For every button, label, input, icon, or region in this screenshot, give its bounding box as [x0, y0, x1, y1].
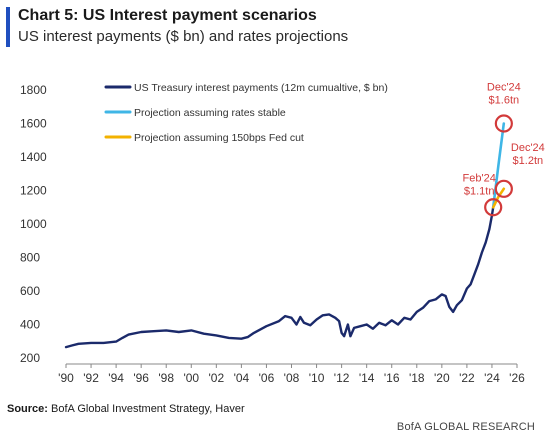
- y-tick-label: 200: [20, 351, 40, 365]
- brand-label: BofA GLOBAL RESEARCH: [396, 421, 535, 433]
- x-tick-label: '94: [108, 371, 124, 385]
- annotation-label-2: $1.2tn: [513, 155, 544, 167]
- annotation-label-3: $1.1tn: [464, 185, 495, 197]
- y-tick-label: 600: [20, 284, 40, 298]
- source-text: BofA Global Investment Strategy, Haver: [51, 403, 245, 415]
- series-line-2: [491, 122, 506, 209]
- annotation-label-2: Dec'24: [511, 142, 545, 154]
- chart-title: Chart 5: US Interest payment scenarios: [18, 7, 317, 24]
- source-note: Source: BofA Global Investment Strategy,…: [7, 403, 245, 415]
- x-tick-label: '98: [158, 371, 174, 385]
- x-tick-label: '90: [58, 371, 74, 385]
- annotation-label-1: Dec'24: [487, 82, 521, 94]
- x-tick-label: '20: [434, 371, 450, 385]
- y-tick-label: 400: [20, 318, 40, 332]
- series-line-3: [491, 187, 506, 209]
- y-tick-label: 800: [20, 251, 40, 265]
- x-tick-label: '24: [484, 371, 500, 385]
- x-tick-label: '02: [209, 371, 225, 385]
- x-tick-label: '10: [309, 371, 325, 385]
- annotation-circle-3: [484, 198, 503, 217]
- annotation-label-3: Feb'24: [463, 172, 496, 184]
- legend-label-1: US Treasury interest payments (12m cumua…: [134, 82, 388, 94]
- x-tick-label: '00: [183, 371, 199, 385]
- x-tick-label: '06: [259, 371, 275, 385]
- y-tick-label: 1200: [20, 184, 47, 198]
- annotation-circle-1: [494, 114, 513, 133]
- x-tick-label: '12: [334, 371, 350, 385]
- y-tick-label: 1000: [20, 217, 47, 231]
- series-line-1: [64, 206, 495, 349]
- legend-label-2: Projection assuming rates stable: [134, 107, 286, 119]
- y-tick-label: 1400: [20, 150, 47, 164]
- y-tick-label: 1800: [20, 83, 47, 97]
- x-tick-label: '92: [83, 371, 99, 385]
- annotation-circle-2: [494, 179, 513, 198]
- legend-label-3: Projection assuming 150bps Fed cut: [134, 132, 304, 144]
- x-tick-label: '14: [359, 371, 375, 385]
- chart-subtitle: US interest payments ($ bn) and rates pr…: [18, 28, 349, 45]
- x-tick-label: '18: [409, 371, 425, 385]
- x-tick-label: '22: [459, 371, 475, 385]
- x-tick-label: '08: [284, 371, 300, 385]
- x-tick-label: '04: [234, 371, 250, 385]
- y-tick-label: 1600: [20, 117, 47, 131]
- source-label: Source:: [7, 403, 48, 415]
- annotation-label-1: $1.6tn: [489, 95, 520, 107]
- title-accent-bar: [6, 7, 10, 47]
- x-tick-label: '26: [509, 371, 525, 385]
- x-tick-label: '96: [133, 371, 149, 385]
- x-tick-label: '16: [384, 371, 400, 385]
